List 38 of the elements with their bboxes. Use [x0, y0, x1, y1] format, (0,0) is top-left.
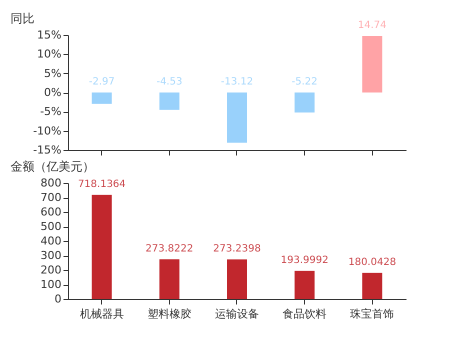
bar — [159, 259, 180, 299]
y-tick-label: 100 — [40, 278, 62, 291]
y-tick-label: 10% — [37, 48, 62, 61]
data-label: 180.0428 — [348, 256, 396, 268]
data-label: 273.2398 — [213, 243, 261, 254]
y-tick-label: 200 — [40, 264, 62, 276]
y-tick-label: -15% — [33, 144, 62, 156]
x-tick-label: 珠宝首饰 — [350, 308, 394, 320]
y-tick-label: 15% — [37, 28, 62, 42]
data-label: -13.12 — [220, 76, 254, 88]
y-tick-label: 0 — [54, 292, 62, 306]
y-tick-label: 600 — [40, 206, 62, 218]
y-tick-label: -5% — [40, 105, 62, 118]
y-tick-label: 700 — [40, 191, 62, 204]
data-label: 193.9992 — [280, 254, 328, 266]
y-tick-label: 0% — [44, 86, 62, 99]
bar — [227, 259, 247, 299]
data-label: -2.97 — [88, 76, 115, 88]
x-tick-label: 运输设备 — [215, 308, 259, 320]
bar — [362, 272, 382, 299]
y-axis-title: 同比 — [10, 12, 34, 26]
data-label: -5.22 — [292, 76, 318, 88]
y-tick-label: 300 — [40, 249, 62, 262]
y-tick-label: -10% — [33, 124, 62, 138]
bar — [92, 194, 112, 299]
y-axis-title: 金额（亿美元） — [10, 160, 94, 174]
y-tick-label: 800 — [40, 176, 62, 190]
data-label: -4.53 — [156, 76, 182, 88]
y-tick-label: 500 — [40, 220, 62, 233]
x-tick-label: 机械器具 — [80, 308, 124, 320]
x-tick-label: 塑料橡胶 — [147, 308, 192, 320]
data-label: 273.8222 — [146, 243, 194, 254]
bar — [294, 270, 315, 299]
y-tick-label: 400 — [40, 234, 62, 248]
y-tick-label: 5% — [44, 66, 62, 80]
x-tick-label: 食品饮料 — [282, 308, 327, 320]
data-label: 718.1364 — [78, 178, 126, 190]
data-label: 14.74 — [358, 20, 387, 31]
